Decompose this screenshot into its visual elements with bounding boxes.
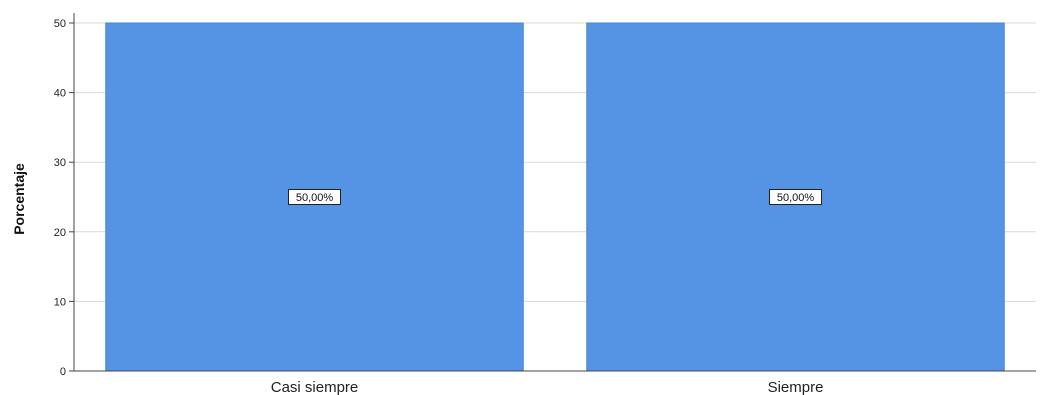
data-label: 50,00% (777, 192, 815, 204)
y-tick-label: 10 (54, 296, 66, 308)
data-label-box (769, 189, 822, 205)
y-tick-label: 50 (54, 18, 66, 30)
y-axis-title: Porcentaje (11, 163, 27, 235)
data-label: 50,00% (296, 192, 334, 204)
labels: 0 10 20 30 40 50 Casi siempre 50,00% Siempre 50,0… (54, 18, 824, 395)
axes (69, 13, 1036, 372)
y-tick-label: 30 (54, 157, 66, 169)
x-tick-label: Casi siempre (271, 379, 359, 395)
y-tick-label: 20 (54, 227, 66, 239)
x-tick-label: Siempre (768, 379, 824, 395)
y-tick-label: 40 (54, 88, 66, 100)
data-label-box (288, 189, 341, 205)
bars (105, 22, 1005, 372)
y-tick-label: 0 (60, 366, 66, 378)
